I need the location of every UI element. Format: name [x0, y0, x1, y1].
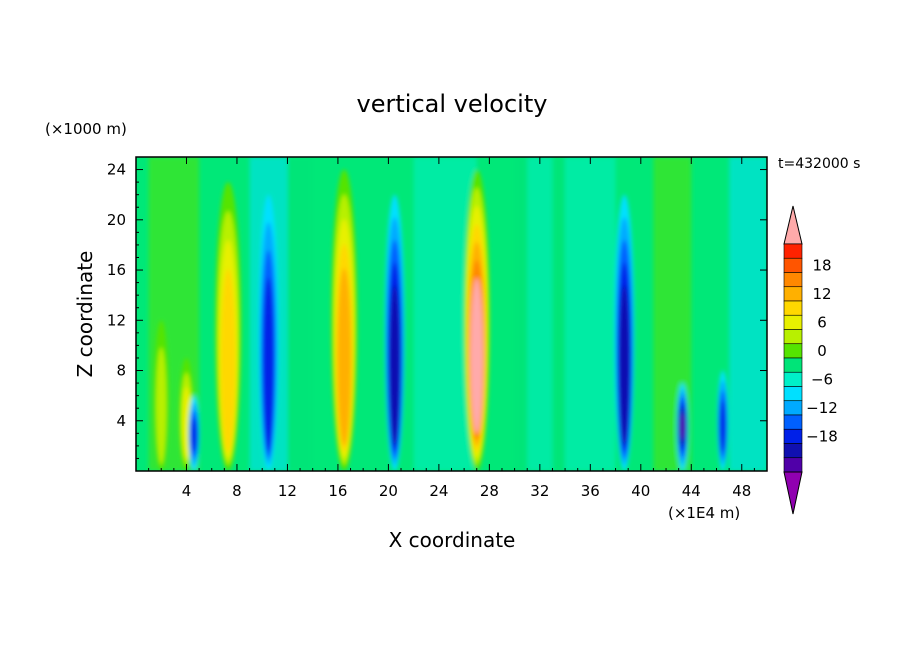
colorbar-swatch	[783, 414, 803, 430]
x-tick-label: 48	[732, 482, 751, 500]
colorbar-swatch	[783, 329, 803, 345]
plume-contour	[337, 268, 352, 446]
plume-contour	[470, 278, 483, 434]
x-tick-label: 44	[682, 482, 701, 500]
colorbar-bottom-arrow	[783, 471, 803, 515]
y-tick-label: 24	[107, 161, 126, 179]
chart-title: vertical velocity	[357, 90, 548, 118]
colorbar-swatch	[783, 300, 803, 316]
background-band	[565, 157, 616, 471]
y-tick-label: 16	[107, 261, 126, 279]
colorbar-label: −6	[811, 370, 833, 388]
colorbar-swatch	[783, 457, 803, 473]
x-tick-label: 20	[379, 482, 398, 500]
colorbar-label: 18	[812, 256, 831, 274]
x-tick-label: 36	[581, 482, 600, 500]
colorbar-swatch	[783, 314, 803, 330]
y-tick-label: 8	[116, 362, 126, 380]
colorbar-label: 6	[817, 313, 827, 331]
x-tick-label: 8	[232, 482, 242, 500]
x-tick-label: 40	[631, 482, 650, 500]
x-tick-label: 12	[278, 482, 297, 500]
colorbar-swatch	[783, 386, 803, 402]
colorbar-swatch	[783, 243, 803, 259]
colorbar-swatch	[783, 428, 803, 444]
colorbar-swatch	[783, 400, 803, 416]
plume-3	[215, 182, 242, 471]
x-unit-label: (×1E4 m)	[668, 504, 740, 522]
colorbar-swatch	[783, 272, 803, 288]
x-tick-label: 16	[328, 482, 347, 500]
plume-2	[188, 395, 200, 471]
colorbar-swatch	[783, 443, 803, 459]
y-axis: 4 8 12 16 20 24	[107, 161, 767, 459]
y-axis-label: Z coordinate	[73, 251, 97, 378]
colorbar: 18 12 6 0 −6 −12 −18	[783, 205, 838, 515]
plume-10	[717, 370, 729, 471]
plume-contour	[679, 413, 686, 440]
y-unit-label: (×1000 m)	[45, 120, 127, 138]
x-axis-label: X coordinate	[389, 528, 516, 552]
velocity-field	[148, 157, 767, 471]
colorbar-swatch	[783, 286, 803, 302]
x-tick-label: 32	[530, 482, 549, 500]
plume-contour	[262, 277, 275, 453]
plume-contour	[389, 285, 400, 446]
colorbar-swatch	[783, 371, 803, 387]
time-label: t=432000 s	[778, 156, 860, 172]
plume-contour	[190, 418, 198, 453]
plume-contour	[220, 268, 236, 453]
plume-5	[331, 169, 358, 471]
colorbar-top-arrow	[783, 205, 803, 245]
plot-area	[136, 157, 767, 471]
plume-6	[384, 194, 405, 471]
colorbar-label: 12	[812, 285, 831, 303]
background-band	[527, 157, 553, 471]
y-tick-label: 12	[107, 311, 126, 329]
colorbar-swatch	[783, 257, 803, 273]
y-tick-label: 4	[116, 412, 126, 430]
colorbar-label: 0	[817, 342, 827, 360]
plume-contour	[155, 347, 167, 465]
x-tick-label: 24	[429, 482, 448, 500]
x-axis: 4 8 12 16 20 24 28 32 36 40 44 48	[148, 157, 755, 500]
background-band	[287, 157, 313, 471]
colorbar-swatch	[783, 357, 803, 373]
plume-contour	[719, 400, 726, 453]
plume-0	[154, 320, 169, 471]
background-band	[729, 157, 767, 471]
colorbar-label: −12	[806, 399, 838, 417]
y-tick-label: 20	[107, 211, 126, 229]
plume-8	[614, 194, 635, 471]
colorbar-swatch	[783, 343, 803, 359]
colorbar-label: −18	[806, 427, 838, 445]
plume-7	[463, 169, 490, 471]
plume-4	[258, 194, 279, 471]
x-tick-label: 28	[480, 482, 499, 500]
x-tick-label: 4	[182, 482, 192, 500]
plume-contour	[619, 285, 630, 446]
background-band	[413, 157, 452, 471]
plume-9	[676, 383, 688, 471]
